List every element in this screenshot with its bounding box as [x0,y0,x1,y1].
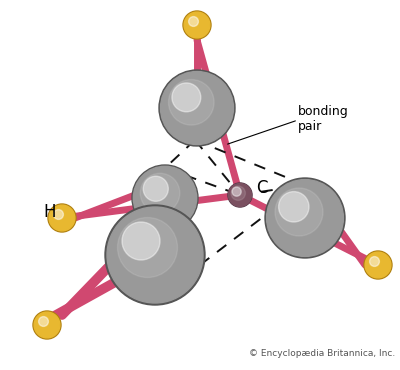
Circle shape [49,205,75,231]
Circle shape [133,166,197,230]
Text: bonding
pair: bonding pair [298,105,349,133]
Circle shape [184,12,210,38]
Circle shape [275,188,323,236]
Circle shape [370,257,379,266]
Circle shape [365,252,391,278]
Circle shape [231,186,245,201]
Circle shape [107,207,203,303]
Circle shape [265,178,345,258]
Circle shape [364,251,392,279]
Circle shape [140,173,180,213]
Circle shape [279,192,309,222]
Circle shape [228,183,252,207]
Circle shape [105,205,205,305]
Circle shape [54,209,63,219]
Circle shape [183,11,211,39]
Circle shape [168,80,214,125]
Circle shape [122,222,160,260]
Circle shape [118,218,178,278]
Circle shape [267,179,343,256]
Circle shape [38,317,48,326]
Circle shape [34,312,60,338]
Text: H: H [44,203,56,221]
Circle shape [172,83,201,112]
Text: © Encyclopædia Britannica, Inc.: © Encyclopædia Britannica, Inc. [249,349,395,358]
Circle shape [189,17,198,26]
Circle shape [232,187,241,196]
Circle shape [160,71,234,144]
Circle shape [33,311,61,339]
Circle shape [159,70,235,146]
Circle shape [228,184,252,206]
Circle shape [132,165,198,231]
Text: C: C [256,179,268,197]
Circle shape [48,204,76,232]
Circle shape [143,176,168,201]
